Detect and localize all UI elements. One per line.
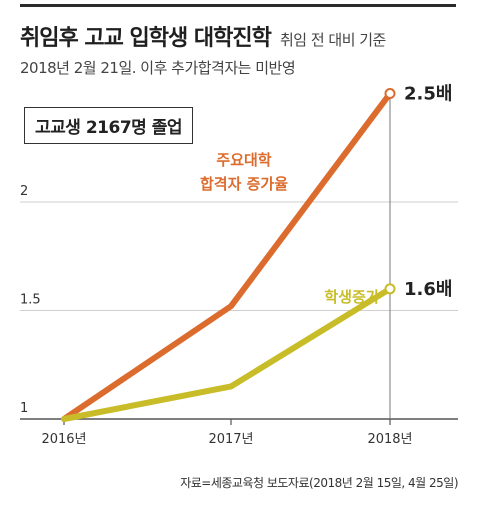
data-point: [384, 283, 396, 295]
x-tick-label: 2017년: [208, 432, 253, 447]
graduates-box-label: 고교생 2167명 졸업: [24, 107, 193, 144]
series-name-label: 합격자 증가율: [200, 175, 288, 193]
x-tick-label: 2018년: [367, 432, 412, 447]
data-point: [384, 88, 396, 100]
series-name-label: 주요대학: [216, 151, 271, 169]
y-tick-label: 1: [20, 401, 28, 416]
y-tick-label: 2: [20, 184, 28, 199]
chart-title: 취임후 고교 입학생 대학진학: [20, 26, 272, 51]
end-value-label: 1.6배: [404, 279, 452, 300]
series-name-label: 학생증가: [324, 288, 379, 306]
top-rule: [20, 4, 456, 7]
chart-subtitle: 2018년 2월 21일. 이후 추가합격자는 미반영: [20, 59, 296, 77]
end-value-label: 2.5배: [404, 84, 452, 105]
x-tick-label: 2016년: [41, 432, 86, 447]
chart-title-suffix: 취임 전 대비 기준: [279, 31, 386, 49]
source-note: 자료=세종교육청 보도자료(2018년 2월 15일, 4월 25일): [180, 476, 458, 490]
title-row: 취임후 고교 입학생 대학진학 취임 전 대비 기준: [20, 20, 386, 52]
y-tick-label: 1.5: [20, 293, 41, 308]
